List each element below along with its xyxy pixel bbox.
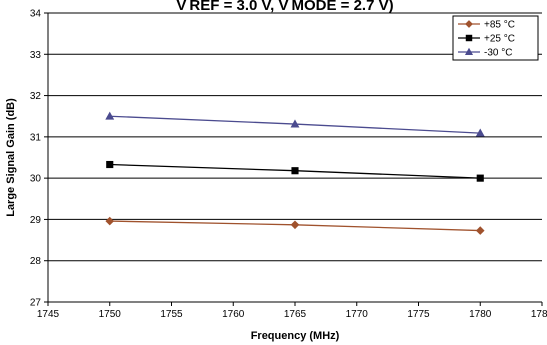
data-point-triangle bbox=[475, 128, 485, 137]
legend-item: +85 °C bbox=[458, 20, 515, 31]
x-tick-label: 1755 bbox=[160, 309, 183, 320]
x-tick-label: 1775 bbox=[407, 309, 430, 320]
data-point-diamond bbox=[105, 216, 115, 226]
y-tick-label: 34 bbox=[30, 9, 42, 20]
data-point-square bbox=[476, 174, 484, 182]
series-0 bbox=[105, 216, 485, 235]
legend-label: +25 °C bbox=[484, 34, 515, 45]
x-tick-label: 1760 bbox=[222, 309, 245, 320]
y-tick-label: 29 bbox=[30, 215, 42, 226]
y-tick-label: 33 bbox=[30, 50, 42, 61]
chart-title: V REF = 3.0 V, V MODE = 2.7 V) bbox=[176, 0, 393, 14]
data-point-square bbox=[291, 167, 299, 175]
legend: +85 °C +25 °C -30 °C bbox=[452, 15, 539, 61]
x-tick-label: 1745 bbox=[37, 309, 60, 320]
data-point-diamond bbox=[465, 20, 473, 28]
data-point-triangle bbox=[464, 47, 474, 56]
series-2 bbox=[105, 111, 485, 137]
data-point-square bbox=[465, 34, 473, 42]
legend-label: +85 °C bbox=[484, 20, 515, 31]
series-group bbox=[105, 111, 485, 235]
data-point-triangle bbox=[105, 111, 115, 120]
y-tick-label: 30 bbox=[30, 174, 42, 185]
y-tick-label: 31 bbox=[30, 132, 42, 143]
legend-item: -30 °C bbox=[458, 48, 512, 59]
x-tick-label: 1780 bbox=[469, 309, 492, 320]
y-tick-label: 28 bbox=[30, 256, 42, 267]
y-tick-label: 32 bbox=[30, 91, 42, 102]
series-1 bbox=[106, 160, 484, 182]
x-axis-ticks: 1745 1750 1755 1760 1765 1770 1775 1780 1785 bbox=[37, 302, 547, 320]
legend-item: +25 °C bbox=[458, 34, 515, 45]
data-point-diamond bbox=[290, 220, 300, 230]
data-point-triangle bbox=[290, 119, 300, 128]
y-axis-ticks: 27 28 29 30 31 32 33 34 bbox=[30, 9, 48, 309]
y-axis-label: Large Signal Gain (dB) bbox=[5, 98, 17, 217]
data-point-diamond bbox=[475, 226, 485, 235]
legend-label: -30 °C bbox=[484, 48, 512, 59]
x-tick-label: 1785 bbox=[531, 309, 547, 320]
plot-area bbox=[48, 13, 542, 302]
x-tick-label: 1770 bbox=[346, 309, 369, 320]
data-point-square bbox=[106, 160, 114, 169]
x-tick-label: 1750 bbox=[99, 309, 122, 320]
x-tick-label: 1765 bbox=[284, 309, 307, 320]
chart-title-group: V REF = 3.0 V, V MODE = 2.7 V) bbox=[176, 0, 393, 14]
y-tick-label: 27 bbox=[30, 298, 42, 309]
x-axis-label: Frequency (MHz) bbox=[251, 330, 340, 342]
